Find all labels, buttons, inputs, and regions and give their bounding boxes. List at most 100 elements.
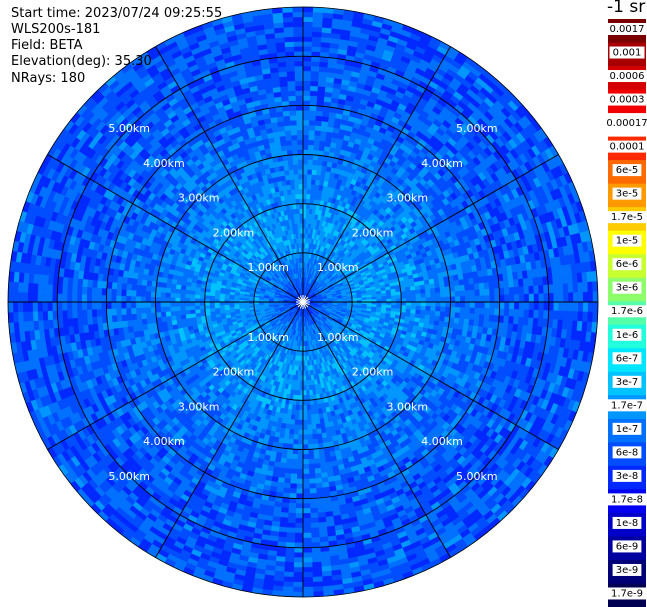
ppi-cell [405,298,412,303]
ppi-cell [435,301,441,308]
ppi-cell [445,296,451,303]
ppi-cell [508,279,515,288]
ppi-cell [302,188,308,195]
ppi-cell [445,301,451,308]
ppi-cell [533,301,540,311]
ppi-cell [464,307,471,314]
ppi-cell [464,313,470,320]
ppi-cell [434,282,441,289]
ppi-cell [445,291,451,298]
ppi-cell [513,279,520,288]
ppi-cell [314,130,322,136]
ppi-cell [430,297,436,303]
ppi-cell [527,317,534,327]
ppi-cell [562,283,569,294]
ppi-cell [395,291,402,296]
ppi-cell [312,31,323,38]
ppi-cell [587,301,594,313]
ppi-cell [474,295,481,303]
ppi-cell [445,306,451,313]
ppi-cell [484,295,491,303]
ppi-cell [306,183,312,190]
ppi-cell [302,164,309,170]
ppi-cell [508,287,515,295]
ppi-cell [302,31,313,37]
ppi-cell [302,213,307,219]
ppi-cell [308,129,316,136]
ppi-cell [509,301,515,310]
ppi-cell [499,301,505,310]
ppi-cell [567,282,574,293]
ppi-cell [484,288,490,296]
ppi-cell [310,80,319,87]
ppi-cell [315,115,323,122]
ppi-cell [464,295,471,303]
ppi-cell [454,307,461,314]
ppi-cell [454,290,461,297]
ppi-cell [306,188,312,195]
ppi-cell [484,308,490,316]
ppi-cell [522,278,529,287]
ppi-cell [489,308,495,316]
ppi-cell [420,288,426,294]
ppi-cell [309,95,318,102]
ppi-cell [302,70,312,77]
ppi-cell [473,319,480,327]
ppi-cell [468,319,475,327]
ppi-cell [302,75,312,82]
ppi-cell [473,277,480,285]
ppi-cell [302,110,310,116]
ppi-cell [563,301,569,312]
ppi-cell [543,301,550,311]
ppi-cell [302,46,313,52]
ppi-cell [401,298,407,303]
ppi-cell [302,134,310,141]
ppi-cell [474,307,481,315]
ppi-cell [430,301,436,307]
ppi-cell [307,159,314,165]
ppi-cell [433,277,440,284]
ppi-cell [459,307,466,314]
ppi-cell [573,301,579,312]
ppi-cell [514,301,520,310]
ppi-cell [489,288,495,296]
ppi-cell [396,301,402,306]
ppi-cell [572,311,579,322]
ppi-cell [582,301,589,313]
ppi-cell [310,188,316,195]
ppi-cell [577,282,584,293]
ppi-cell [391,304,397,309]
ppi-cell [577,301,584,312]
ppi-cell [409,286,416,291]
ppi-cell [318,66,328,73]
ppi-cell [302,36,313,42]
ppi-cell [528,309,535,319]
ppi-cell [453,317,460,325]
ppi-cell [439,311,446,318]
ppi-cell [587,291,594,303]
ppi-cell [538,284,544,294]
ppi-cell [302,139,309,145]
ppi-cell [307,154,314,160]
ppi-cell [473,313,480,321]
ppi-cell [319,61,329,68]
ppi-cell [557,310,564,321]
ppi-cell [310,65,320,72]
ppi-cell [405,305,412,310]
ppi-cell [318,76,327,83]
ppi-cell [400,290,407,296]
ppi-cell [454,285,461,292]
ppi-cell [311,41,322,48]
ppi-cell [518,294,525,303]
ppi-cell [528,301,535,311]
ppi-cell [306,203,311,210]
ppi-cell [425,297,432,303]
ppi-cell [513,286,520,295]
ppi-cell [400,305,407,310]
ppi-cell [302,169,308,175]
ppi-cell [548,301,554,311]
ppi-cell [498,308,505,317]
ppi-cell [587,311,594,323]
ppi-cell [391,298,397,303]
ppi-cell [320,130,328,137]
